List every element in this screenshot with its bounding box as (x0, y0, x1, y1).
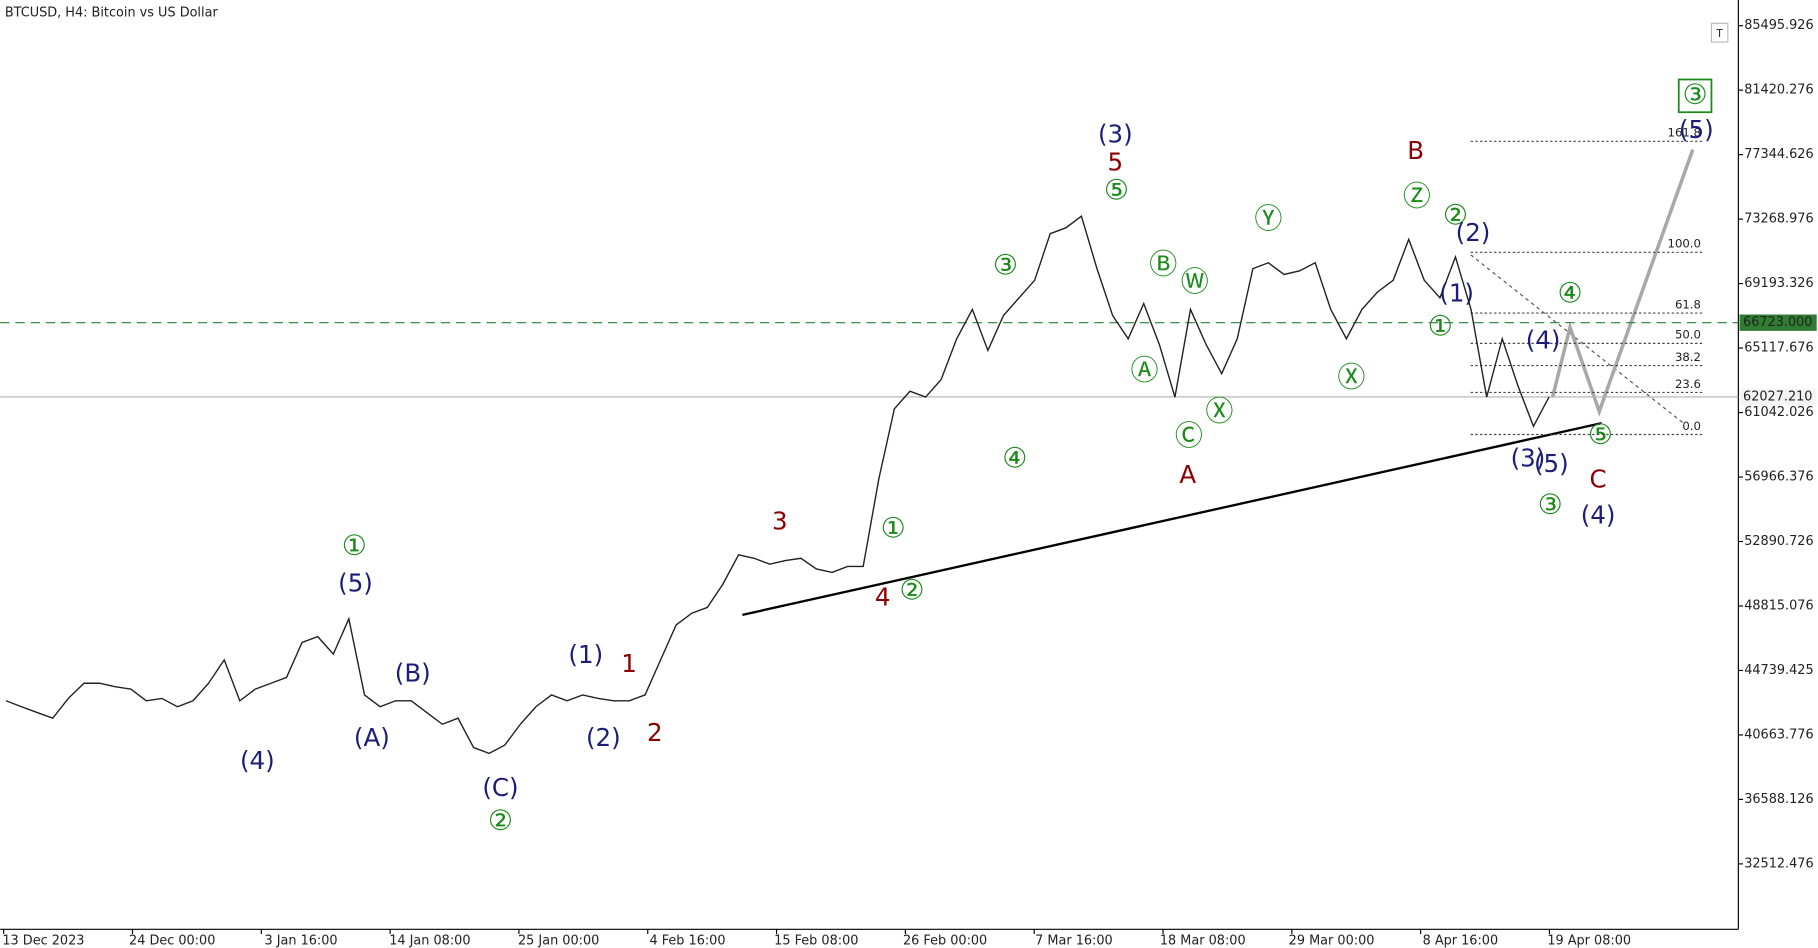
wave-label: Ⓩ (1403, 180, 1431, 213)
wave-label: Ⓑ (1149, 247, 1177, 280)
wave-label: C (1590, 464, 1607, 493)
wave-label: (5) (338, 568, 373, 597)
trend-line (742, 422, 1602, 616)
x-tick-label: 15 Feb 08:00 (774, 933, 858, 948)
wave-box (1677, 78, 1713, 114)
y-tick-label: 44739.425 (1744, 663, 1813, 678)
fib-label: 38.2 (1675, 350, 1701, 364)
fib-label: 61.8 (1675, 297, 1701, 311)
wave-label: ⑤ (1104, 174, 1129, 207)
wave-label: B (1407, 136, 1424, 165)
channel-line (1470, 254, 1684, 424)
wave-label: Ⓧ (1337, 361, 1365, 394)
projection-path (1550, 149, 1695, 417)
x-tick-label: 29 Mar 00:00 (1289, 933, 1375, 948)
y-tick-label: 81420.276 (1744, 83, 1813, 98)
wave-label: Ⓐ (1131, 354, 1159, 387)
wave-label: (1) (568, 640, 603, 669)
wave-label: (3) (1098, 120, 1133, 149)
wave-label: ② (488, 804, 513, 837)
y-tick-label: 56966.376 (1744, 470, 1813, 485)
wave-label: ① (1428, 309, 1453, 342)
x-tick-label: 13 Dec 2023 (2, 933, 84, 948)
wave-label: A (1179, 460, 1196, 489)
toolbar-icon[interactable] (1710, 22, 1729, 43)
wave-label: ② (899, 573, 924, 606)
price-line-series (5, 214, 1550, 755)
wave-label: Ⓨ (1254, 202, 1282, 235)
wave-label: ② (1443, 198, 1468, 231)
chart-title: BTCUSD, H4: Bitcoin vs US Dollar (5, 5, 219, 20)
price-label-box (1739, 314, 1817, 331)
wave-label: (2) (586, 723, 621, 752)
x-tick-label: 3 Jan 16:00 (264, 933, 337, 948)
wave-label: (5) (1534, 449, 1569, 478)
price-label: 62027.210 (1743, 389, 1812, 404)
toolbar-icon-label[interactable]: T (1715, 28, 1723, 40)
x-tick-label: 14 Jan 08:00 (389, 933, 470, 948)
price-label-box (1739, 388, 1817, 406)
wave-label: (C) (482, 773, 518, 802)
wave-label: Ⓒ (1175, 419, 1203, 452)
wave-label: (A) (354, 723, 390, 752)
x-tick-label: 18 Mar 08:00 (1160, 933, 1246, 948)
x-tick-label: 19 Apr 08:00 (1547, 933, 1631, 948)
wave-label: 3 (772, 507, 788, 536)
wave-label: ③ (993, 249, 1018, 282)
y-tick-label: 85495.926 (1744, 18, 1813, 33)
x-tick-label: 26 Feb 00:00 (903, 933, 987, 948)
wave-label: ③ (1538, 488, 1563, 521)
wave-label: (3) (1511, 443, 1546, 472)
wave-label: (4) (240, 746, 275, 775)
wave-label: 1 (621, 649, 637, 678)
wave-label: ① (342, 529, 367, 562)
wave-label: Ⓦ (1181, 265, 1209, 298)
wave-label: 5 (1108, 148, 1124, 177)
chart-layer: 85495.926 81420.276 77344.626 73268.976 6919… (0, 18, 1817, 948)
wave-label: ④ (1002, 441, 1027, 474)
wave-label: (B) (395, 658, 431, 687)
fib-label: 0.0 (1682, 419, 1701, 433)
x-tick-label: 24 Dec 00:00 (129, 933, 215, 948)
y-tick-label: 32512.476 (1744, 856, 1813, 871)
fib-label: 161.8 (1668, 126, 1701, 140)
wave-label: ⑤ (1588, 418, 1613, 451)
y-tick-label: 40663.776 (1744, 727, 1813, 742)
wave-label: (4) (1526, 325, 1561, 354)
wave-label: (4) (1581, 501, 1616, 530)
wave-label: (1) (1439, 279, 1474, 308)
x-tick-label: 25 Jan 00:00 (518, 933, 599, 948)
y-tick-label: 69193.326 (1744, 276, 1813, 291)
fib-label: 23.6 (1675, 377, 1701, 391)
wave-label: (5) (1679, 115, 1714, 144)
x-tick-label: 8 Apr 16:00 (1423, 933, 1499, 948)
y-tick-label: 52890.726 (1744, 534, 1813, 549)
x-tick-label: 7 Mar 16:00 (1035, 933, 1113, 948)
wave-label: 2 (647, 718, 663, 747)
y-tick-label: 36588.126 (1744, 792, 1813, 807)
wave-label: 4 (875, 582, 891, 611)
wave-label: ③ (1683, 78, 1708, 111)
fib-label: 50.0 (1675, 328, 1701, 342)
wave-label: ④ (1557, 277, 1582, 310)
price-label: 66723.000 (1743, 315, 1812, 330)
y-tick-label: 48815.076 (1744, 598, 1813, 613)
y-tick-label: 77344.626 (1744, 147, 1813, 162)
wave-label: ① (881, 512, 906, 545)
y-tick-label: 65117.676 (1744, 341, 1813, 356)
wave-label: Ⓧ (1205, 395, 1233, 428)
y-tick-label: 73268.976 (1744, 212, 1813, 227)
x-tick-label: 4 Feb 16:00 (649, 933, 725, 948)
wave-label: (2) (1456, 218, 1491, 247)
fib-label: 100.0 (1668, 237, 1701, 251)
y-tick-label: 61042.026 (1744, 405, 1813, 420)
